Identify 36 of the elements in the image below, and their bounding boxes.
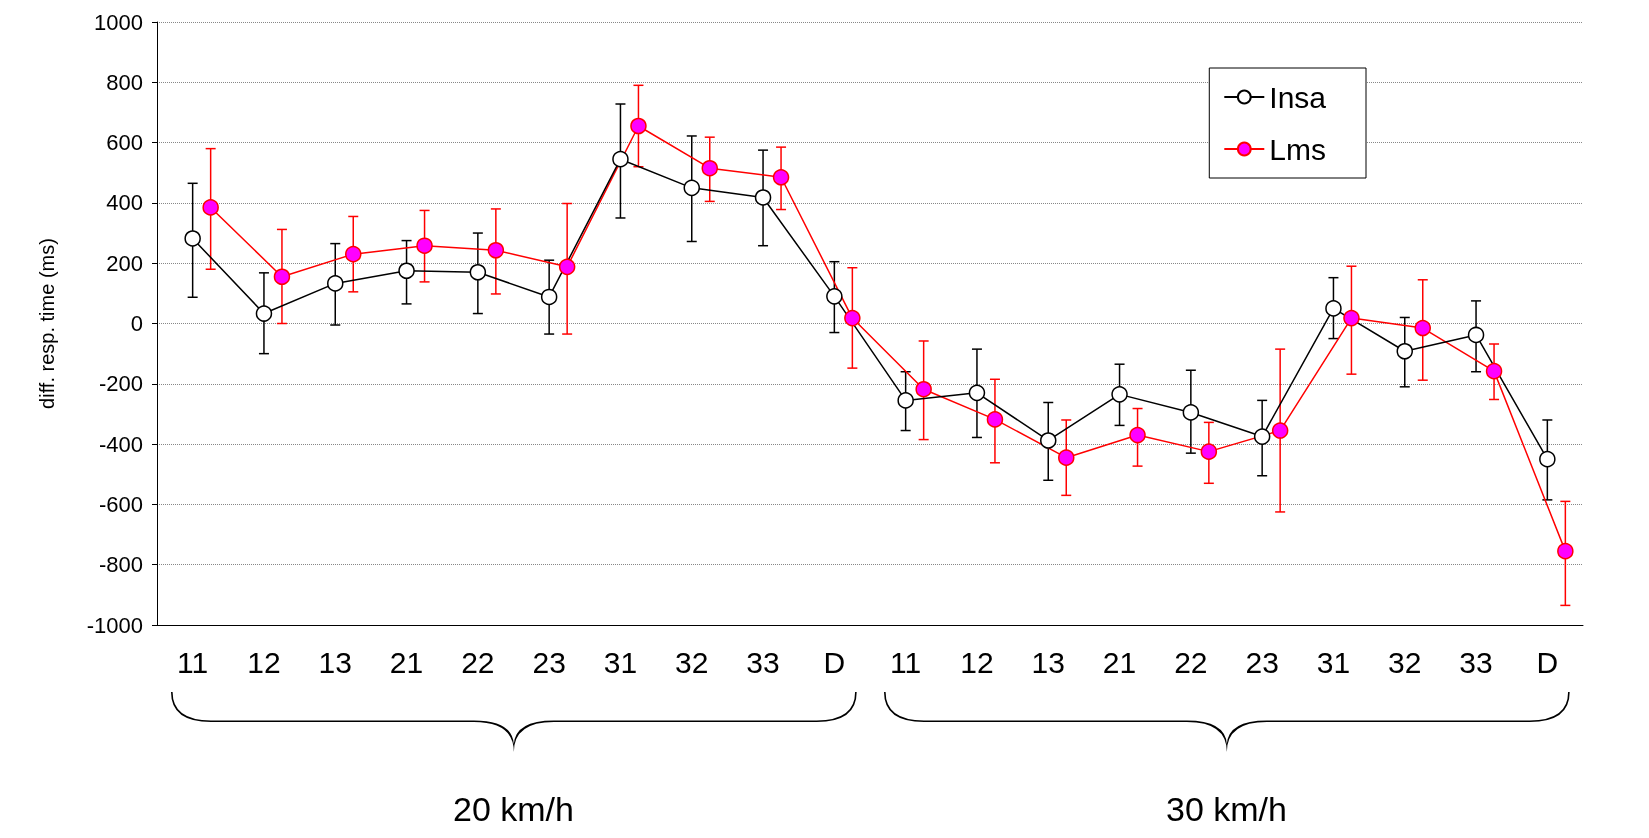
x-tick-label: 11 — [890, 645, 922, 679]
y-tick-label: -400 — [98, 431, 143, 457]
y-tick-label: -800 — [98, 552, 143, 578]
x-tick-label: 31 — [603, 645, 638, 679]
x-tick-label: 32 — [675, 645, 709, 679]
x-tick-label: 33 — [1459, 645, 1493, 679]
legend-label: Lms — [1269, 132, 1326, 166]
x-tick-label: D — [823, 645, 846, 679]
x-tick-label: 13 — [318, 645, 352, 679]
y-tick-label: -600 — [98, 491, 143, 517]
y-tick-label: 0 — [130, 311, 143, 336]
x-tick-label: D — [1536, 645, 1559, 679]
y-tick-label: 200 — [106, 250, 143, 276]
x-tick-label: 22 — [461, 645, 495, 679]
x-tick-label: 23 — [532, 645, 566, 679]
x-tick-label: 21 — [1102, 645, 1137, 679]
text: 20 km/h — [453, 790, 574, 829]
y-tick-label: 400 — [106, 190, 143, 216]
y-tick-label: -200 — [98, 371, 143, 397]
x-tick-label: 32 — [1388, 645, 1422, 679]
y-tick-label: -1000 — [86, 612, 143, 638]
text: 30 km/h — [1166, 790, 1287, 829]
x-tick-label: 22 — [1174, 645, 1208, 679]
x-tick-label: 23 — [1245, 645, 1279, 679]
x-tick-label: 31 — [1316, 645, 1351, 679]
legend-label: Insa — [1269, 80, 1327, 114]
x-tick-label: 13 — [1031, 645, 1065, 679]
y-tick-label: 600 — [106, 130, 143, 156]
x-tick-label: 21 — [389, 645, 424, 679]
x-tick-label: 12 — [247, 645, 281, 679]
x-tick-label: 33 — [746, 645, 780, 679]
x-tick-label: 11 — [177, 645, 209, 679]
y-tick-label: 1000 — [94, 9, 143, 35]
y-axis-title: diff. resp. time (ms) — [36, 238, 58, 409]
y-tick-label: 800 — [106, 69, 143, 95]
x-tick-label: 12 — [960, 645, 994, 679]
